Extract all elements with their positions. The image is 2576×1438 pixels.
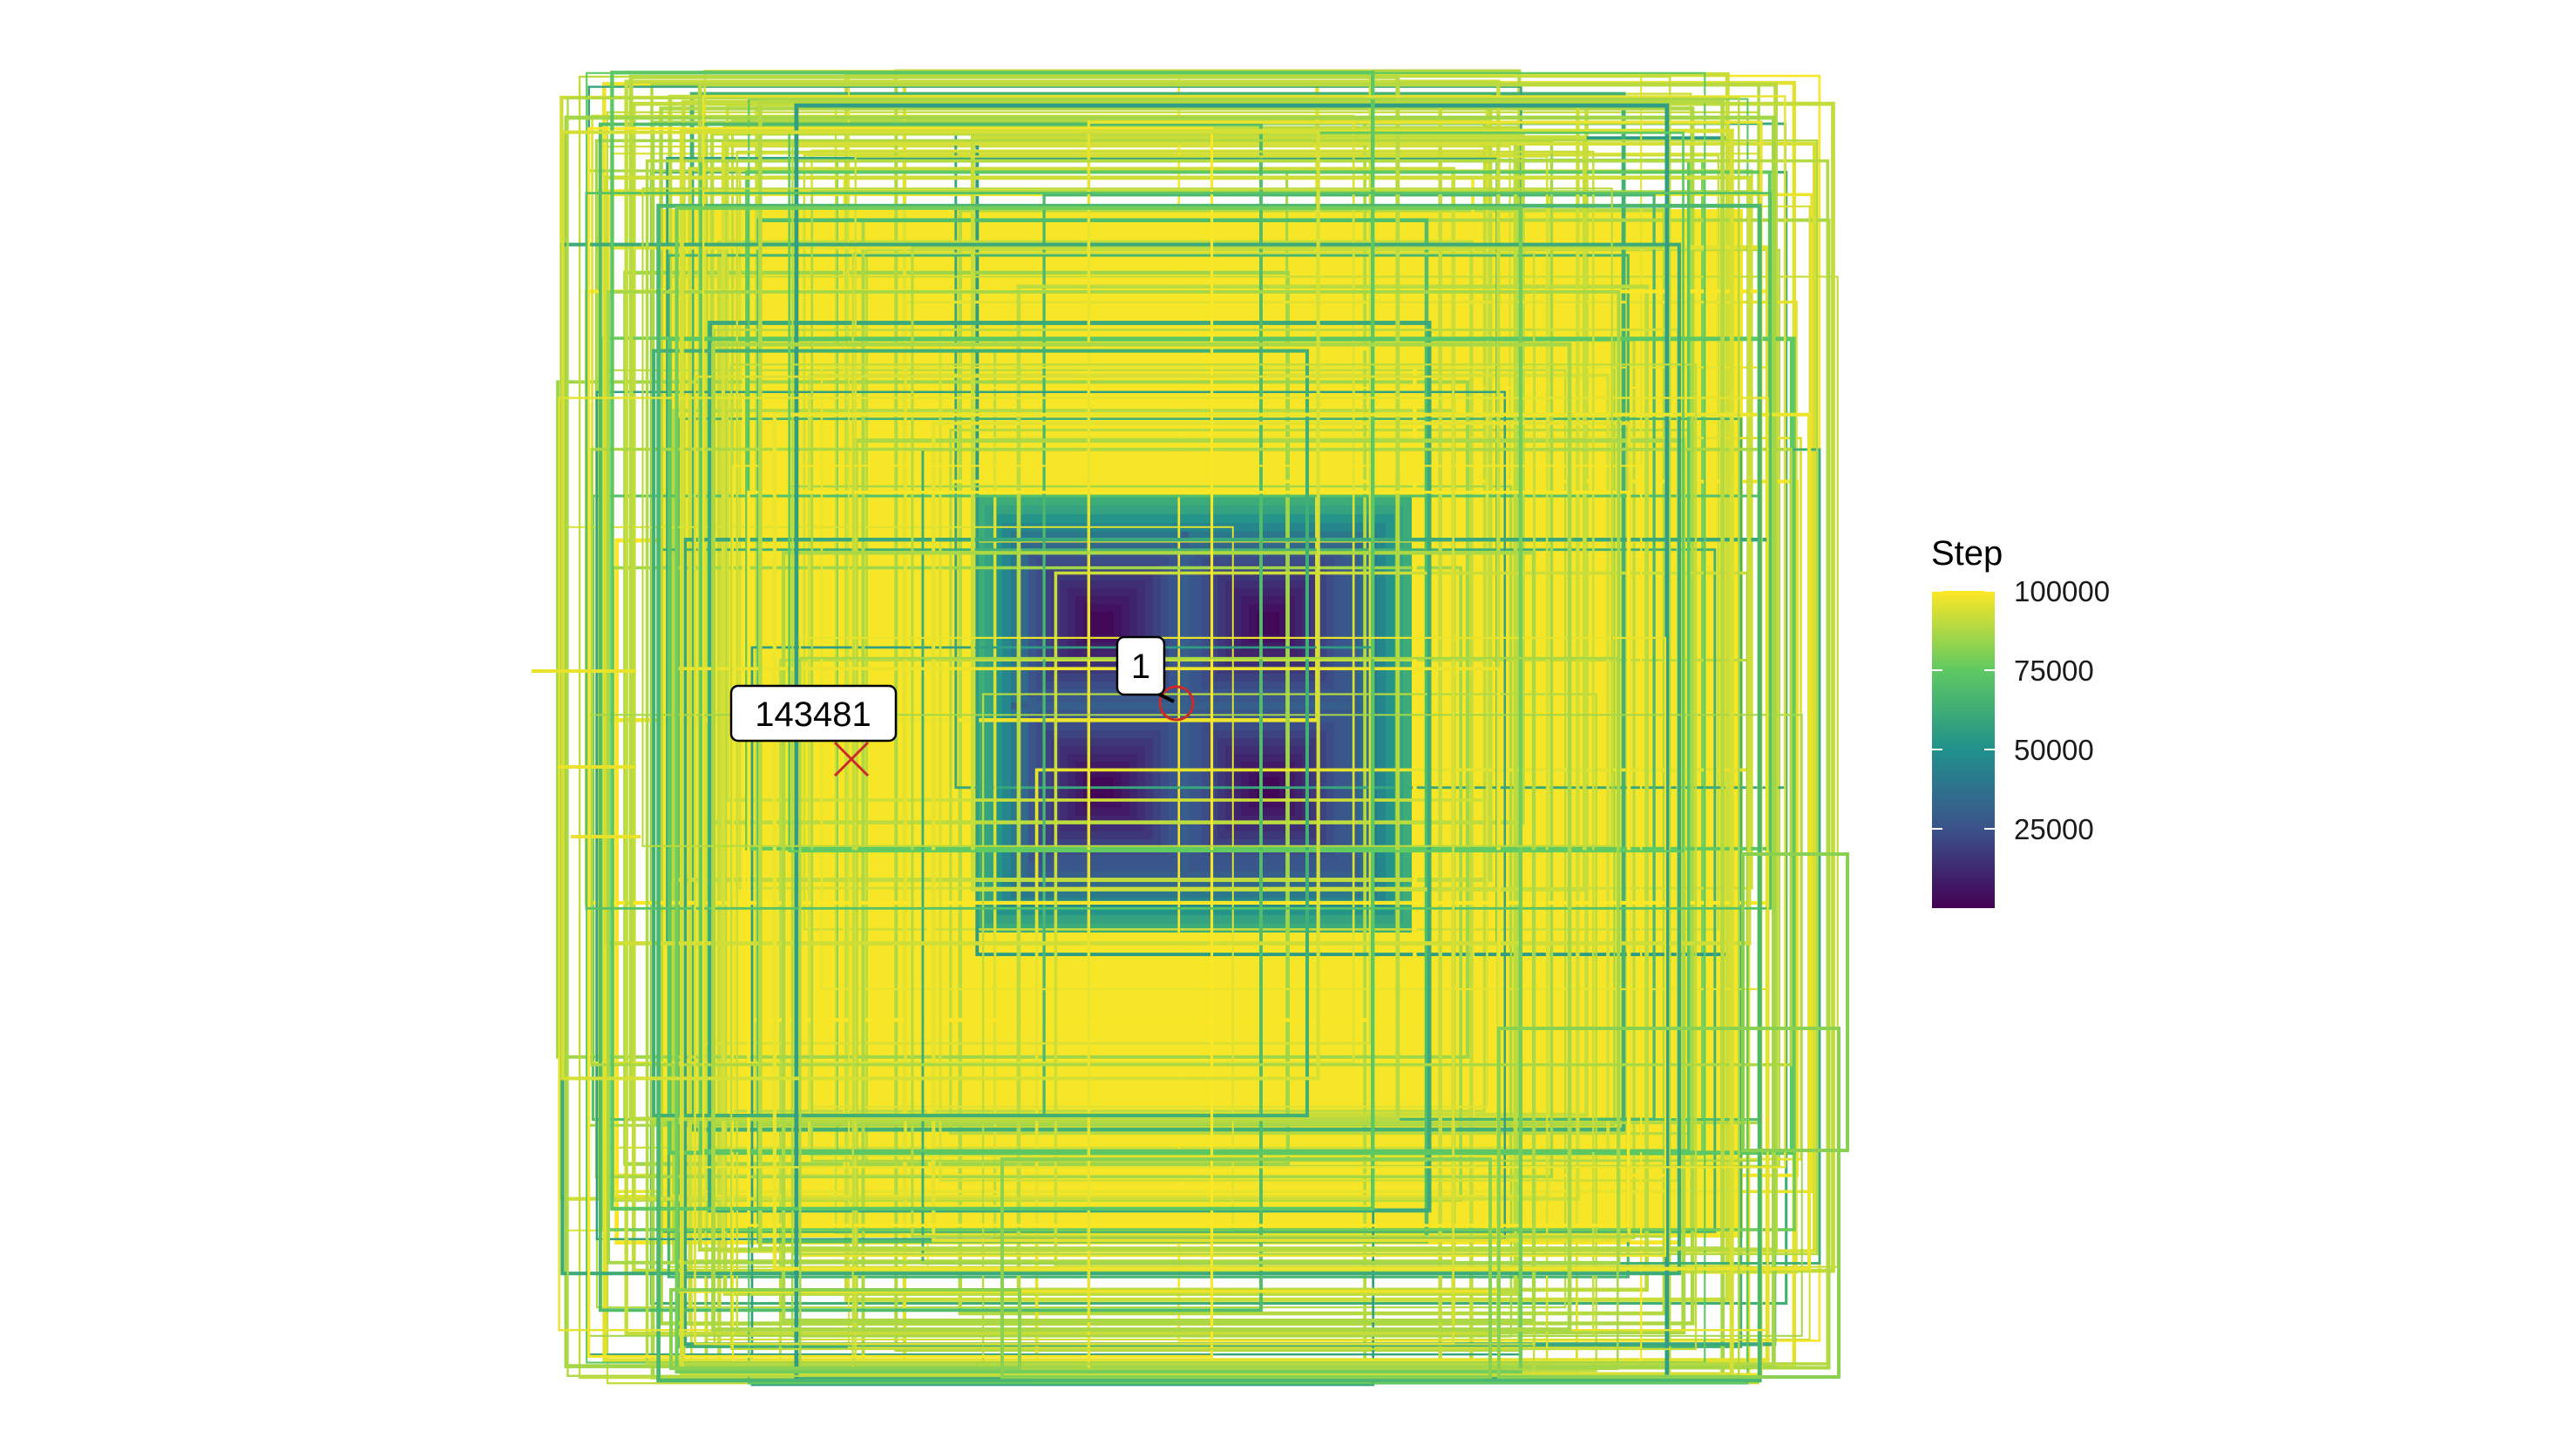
walk-trace xyxy=(628,74,1400,1122)
start-label: 1 xyxy=(1131,648,1150,686)
walk-trace xyxy=(610,71,1375,1211)
walk-core-square xyxy=(1091,612,1114,634)
walk-trace xyxy=(645,159,1829,1366)
walk-trace xyxy=(911,246,1671,1238)
legend-tick-label: 25000 xyxy=(2014,813,2094,845)
walk-trace xyxy=(757,99,1725,1251)
start-marker xyxy=(1158,685,1195,722)
walk-trace xyxy=(669,1288,1021,1370)
walk-trace xyxy=(694,375,1454,1346)
walk-trace xyxy=(656,203,1762,1383)
legend-title: Step xyxy=(1931,534,2003,573)
walk-trace xyxy=(564,115,1776,1368)
walk-trace xyxy=(781,551,1536,1323)
walk-trace xyxy=(772,412,1812,1271)
walk-trace xyxy=(590,447,1793,1067)
walk-trace xyxy=(560,130,1320,1081)
walk-trace xyxy=(970,135,1587,892)
end-label: 143481 xyxy=(755,695,871,734)
end-annotation: 143481 xyxy=(729,684,898,777)
walk-trace xyxy=(1497,1027,1840,1379)
walk-trace xyxy=(799,656,1619,1371)
walk-trace xyxy=(585,192,1773,910)
start-annotation: 1 xyxy=(1115,635,1195,722)
legend-tick-label: 75000 xyxy=(2014,655,2094,687)
end-marker-stroke-2 xyxy=(833,741,870,777)
walk-trace xyxy=(711,342,1572,1332)
walk-trace xyxy=(604,175,1752,946)
walk-trace xyxy=(742,346,1417,1022)
walk-trace xyxy=(556,380,1469,1059)
walk-axis-band xyxy=(1011,702,1359,709)
walk-trace xyxy=(1741,852,1849,1152)
walk-trace xyxy=(729,363,1698,1351)
walk-trace xyxy=(659,106,1695,1326)
walk-trace xyxy=(1016,284,1649,1292)
color-legend: Step 25000 50000 75000 100000 xyxy=(1931,534,2110,908)
walk-trace xyxy=(641,187,1613,847)
annotations: 1 143481 xyxy=(729,635,1195,777)
random-walk-path xyxy=(532,69,1849,1387)
walk-trace xyxy=(587,126,1214,1358)
legend-tick-label: 50000 xyxy=(2014,734,2094,766)
legend-tick-label: 100000 xyxy=(2014,575,2110,607)
walk-trace xyxy=(598,122,1263,1313)
walk-trace xyxy=(675,206,1523,1374)
walk-trace xyxy=(1000,1157,1492,1379)
end-label-box xyxy=(729,684,898,743)
walk-trace xyxy=(652,349,1310,1118)
walk-trace xyxy=(747,491,1630,1227)
walk-trace xyxy=(702,95,1786,1169)
start-label-box xyxy=(1115,635,1166,696)
